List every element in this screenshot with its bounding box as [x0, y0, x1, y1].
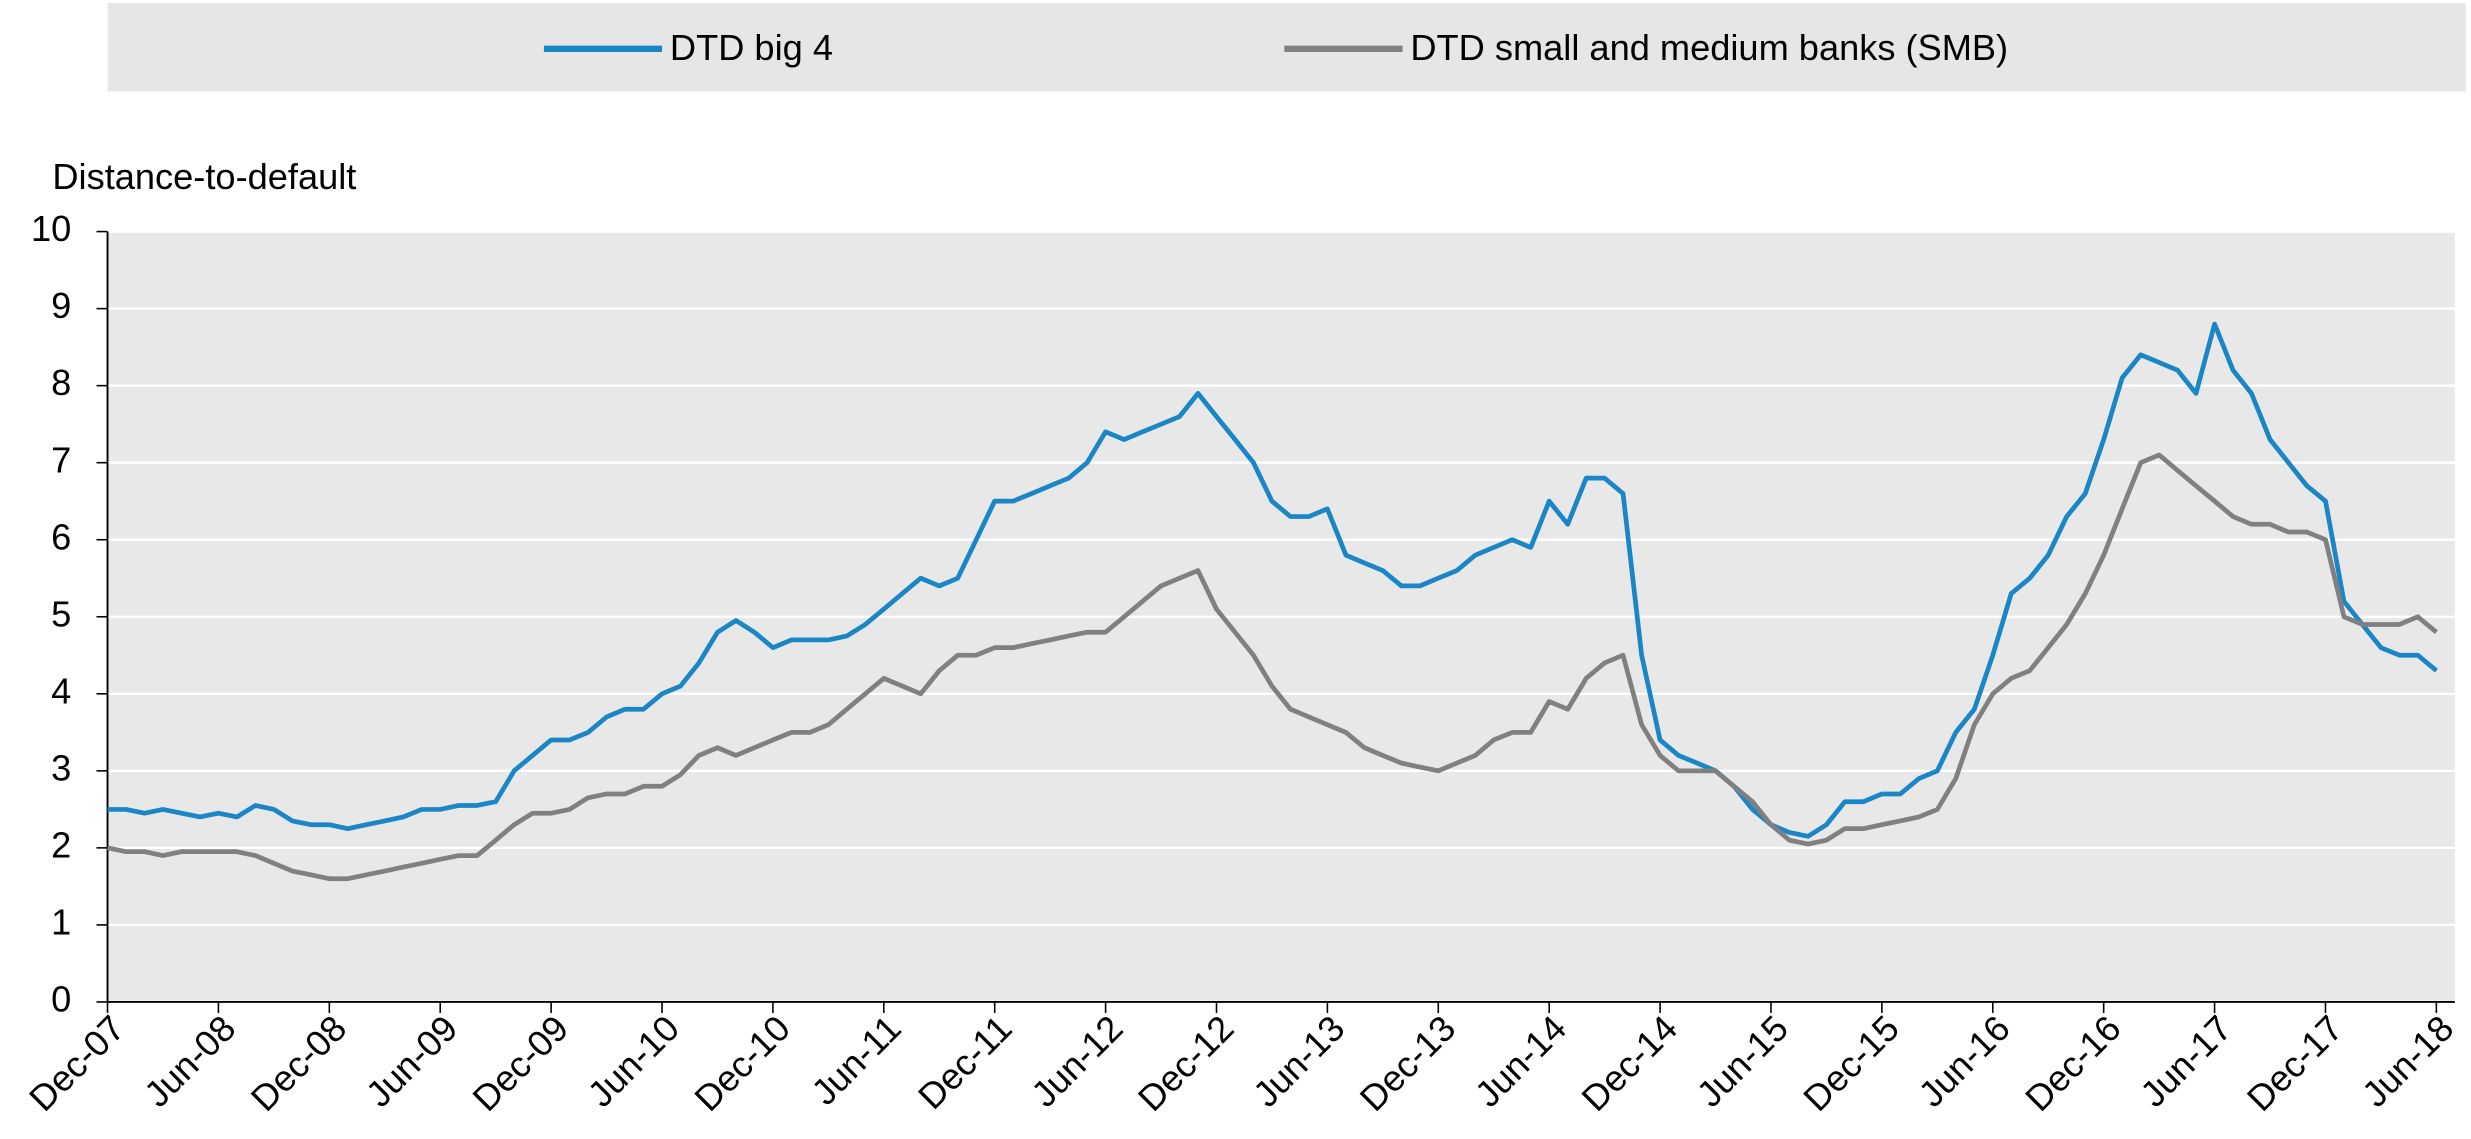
y-tick-label: 6 — [51, 516, 71, 557]
x-tick-label: Jun-10 — [580, 1007, 687, 1114]
x-tick-label: Jun-16 — [1911, 1007, 2018, 1114]
y-tick-label: 5 — [51, 593, 71, 634]
x-tick-label: Jun-13 — [1245, 1007, 1352, 1114]
x-tick-label: Jun-15 — [1689, 1007, 1796, 1114]
series-line — [107, 452, 2438, 882]
legend-label: DTD small and medium banks (SMB) — [1410, 27, 2008, 68]
y-tick-label: 2 — [51, 824, 71, 865]
x-tick-label: Dec-10 — [686, 1007, 798, 1119]
x-tick-label: Dec-14 — [1574, 1007, 1686, 1119]
y-tick-label: 1 — [51, 901, 71, 942]
y-tick-label: 3 — [51, 747, 71, 788]
x-tick-label: Jun-09 — [358, 1007, 465, 1114]
x-tick-label: Dec-07 — [21, 1007, 133, 1119]
x-tick-label: Jun-12 — [1023, 1007, 1130, 1114]
x-tick-label: Jun-18 — [2354, 1007, 2461, 1114]
x-tick-label: Dec-09 — [465, 1007, 577, 1119]
x-tick-label: Dec-13 — [1352, 1007, 1464, 1119]
x-tick-label: Dec-16 — [2017, 1007, 2129, 1119]
legend-label: DTD big 4 — [670, 27, 833, 68]
x-tick-label: Jun-17 — [2132, 1007, 2239, 1114]
x-tick-label: Dec-11 — [910, 1007, 1020, 1117]
x-tick-label: Jun-11 — [803, 1007, 908, 1112]
y-tick-label: 8 — [51, 362, 71, 403]
y-axis-label: Distance-to-default — [52, 156, 356, 197]
x-tick-label: Dec-08 — [243, 1007, 355, 1119]
y-tick-label: 10 — [31, 208, 71, 249]
x-tick-label: Dec-17 — [2239, 1007, 2351, 1119]
x-tick-label: Jun-08 — [136, 1007, 243, 1114]
y-tick-label: 0 — [51, 979, 71, 1020]
series-line — [107, 321, 2438, 839]
y-tick-label: 4 — [51, 670, 71, 711]
x-tick-label: Dec-15 — [1795, 1007, 1907, 1119]
x-tick-label: Dec-12 — [1130, 1007, 1242, 1119]
y-tick-label: 7 — [51, 439, 71, 480]
x-tick-label: Jun-14 — [1467, 1007, 1574, 1114]
y-tick-label: 9 — [51, 285, 71, 326]
